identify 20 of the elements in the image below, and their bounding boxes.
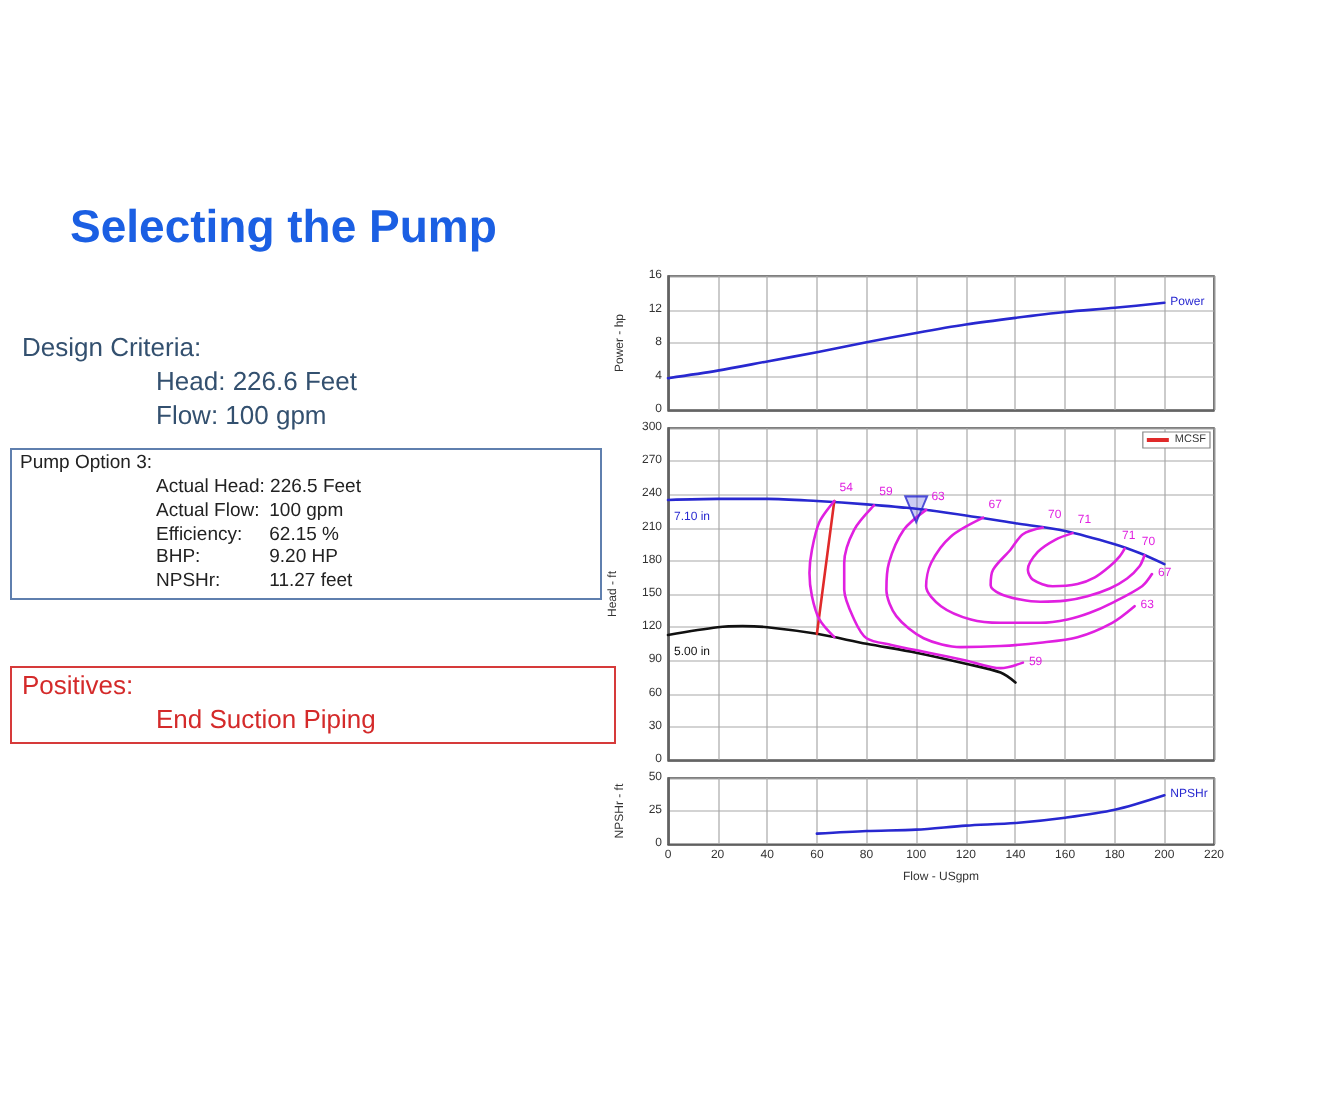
line-series: [666, 301, 1166, 380]
line-series: [808, 499, 836, 639]
text: NPSHr: 11.27 feet: [156, 570, 353, 593]
line-series: [666, 624, 1017, 684]
text: Actual Flow: 100 gpm: [156, 499, 344, 524]
text: Flow: 100 gpm: [156, 400, 327, 432]
text: Efficiency: 62.15 %: [156, 523, 339, 546]
text: Design Criteria:: [22, 332, 202, 364]
text: End Suction Piping: [156, 704, 376, 736]
text: Pump Option 3:: [20, 452, 153, 476]
line-series: [666, 497, 1166, 566]
text: Positives:: [22, 670, 134, 702]
line-series: [1026, 531, 1126, 588]
line-series: [924, 516, 1154, 625]
line-series: [842, 504, 1025, 670]
text: Actual Head: 226.5 Feet: [156, 476, 361, 500]
text: BHP: 9.20 HP: [156, 546, 338, 569]
line-series: [815, 793, 1166, 835]
text: Selecting the Pump: [70, 198, 497, 254]
text: Head: 226.6 Feet: [156, 366, 357, 398]
